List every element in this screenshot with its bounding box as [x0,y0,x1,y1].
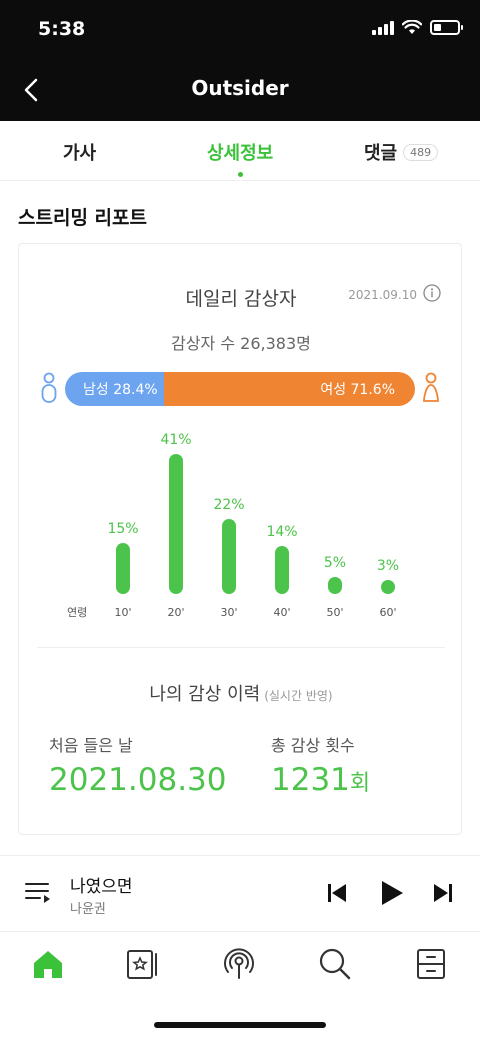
history-subtitle: (실시간 반영) [264,689,333,703]
library-icon[interactable] [124,946,160,982]
age-bar [328,576,342,594]
age-bar-label: 40' [273,606,291,619]
home-indicator [154,1022,326,1028]
playlist-icon[interactable] [24,878,52,906]
male-icon [41,372,57,403]
status-icons [372,20,463,35]
podcast-icon[interactable] [221,946,257,982]
age-bar-percent: 41% [160,432,192,448]
divider [37,647,445,648]
battery-icon [430,20,463,35]
age-chart: 15% 10' 41% 20' 22% 30' 14% 40' 5% 50' 3% 60' [19,432,463,624]
total-plays-value: 1231 [271,762,350,798]
total-plays: 1231회 [271,762,370,798]
total-plays-unit: 회 [349,771,371,796]
total-plays-label: 총 감상 횟수 [271,736,355,755]
search-icon[interactable] [317,946,353,982]
tab-comments[interactable]: 댓글 489 [364,139,439,165]
age-bar-percent: 14% [266,524,298,541]
signal-icon [372,20,394,35]
storage-icon[interactable] [413,946,449,982]
female-icon [423,372,439,402]
age-bar-group: 14% 40' [262,434,302,624]
tab-bar: 가사 상세정보 댓글 489 [0,121,480,181]
age-bar [222,518,236,594]
wifi-icon [402,20,422,34]
first-listen-value: 2021.08.30 [49,762,227,798]
daily-listeners-title: 데일리 감상자 [185,288,297,310]
age-bar-percent: 15% [107,520,139,537]
bottom-nav [0,932,480,998]
comment-count-badge: 489 [403,143,439,161]
gender-ratio-bar: 남성 28.4% 여성 71.6% [65,372,415,406]
age-bar [275,546,289,594]
age-bar-group: 22% 30' [209,434,249,624]
listener-count: 감상자 수 26,383명 [171,334,311,353]
player-song-title[interactable]: 나였으면 [70,877,133,897]
streaming-report-card: 데일리 감상자 2021.09.10 감상자 수 26,383명 남성 28.4… [18,243,462,835]
first-listen-label: 처음 들은 날 [49,736,133,755]
mini-player[interactable]: 나였으면 나윤권 [0,855,480,932]
report-date: 2021.09.10 [348,288,417,302]
tab-details[interactable]: 상세정보 [207,139,273,177]
age-bar-group: 3% 60' [368,434,408,624]
age-bar-label: 20' [167,606,185,619]
age-bar-label: 50' [326,606,344,619]
history-title: 나의 감상 이력 (실시간 반영) [19,680,463,706]
song-title-header: Outsider [191,76,289,100]
tab-comments-label: 댓글 [364,143,398,164]
male-label: 남성 28.4% [83,382,158,398]
age-bar [116,542,130,594]
status-time: 5:38 [38,18,86,40]
play-icon[interactable] [376,878,406,908]
age-bar-percent: 22% [213,496,245,513]
section-title: 스트리밍 리포트 [18,207,147,229]
nav-bar: Outsider [0,58,480,121]
home-icon[interactable] [30,946,66,982]
back-arrow-icon[interactable] [14,72,50,108]
age-bar-label: 60' [379,606,397,619]
age-axis-label: 연령 [67,606,88,619]
previous-icon[interactable] [322,878,352,908]
age-bar-percent: 5% [323,554,347,571]
age-bar-group: 41% 20' [156,432,196,624]
status-bar: 5:38 [0,0,480,58]
age-bar-label: 10' [114,606,132,619]
age-bar-percent: 3% [376,558,400,574]
female-segment: 여성 71.6% [164,372,415,406]
female-label: 여성 71.6% [320,382,395,398]
history-title-text: 나의 감상 이력 [149,684,261,705]
male-segment: 남성 28.4% [65,372,165,406]
age-bar-group: 5% 50' [315,434,355,624]
player-artist[interactable]: 나윤권 [70,902,106,917]
age-bar-label: 30' [220,606,238,619]
next-icon[interactable] [428,878,458,908]
tab-lyrics[interactable]: 가사 [63,143,97,164]
age-bar-group: 15% 10' [103,434,143,624]
age-bar [169,454,183,594]
age-bar [381,580,395,594]
info-icon[interactable] [423,284,441,302]
